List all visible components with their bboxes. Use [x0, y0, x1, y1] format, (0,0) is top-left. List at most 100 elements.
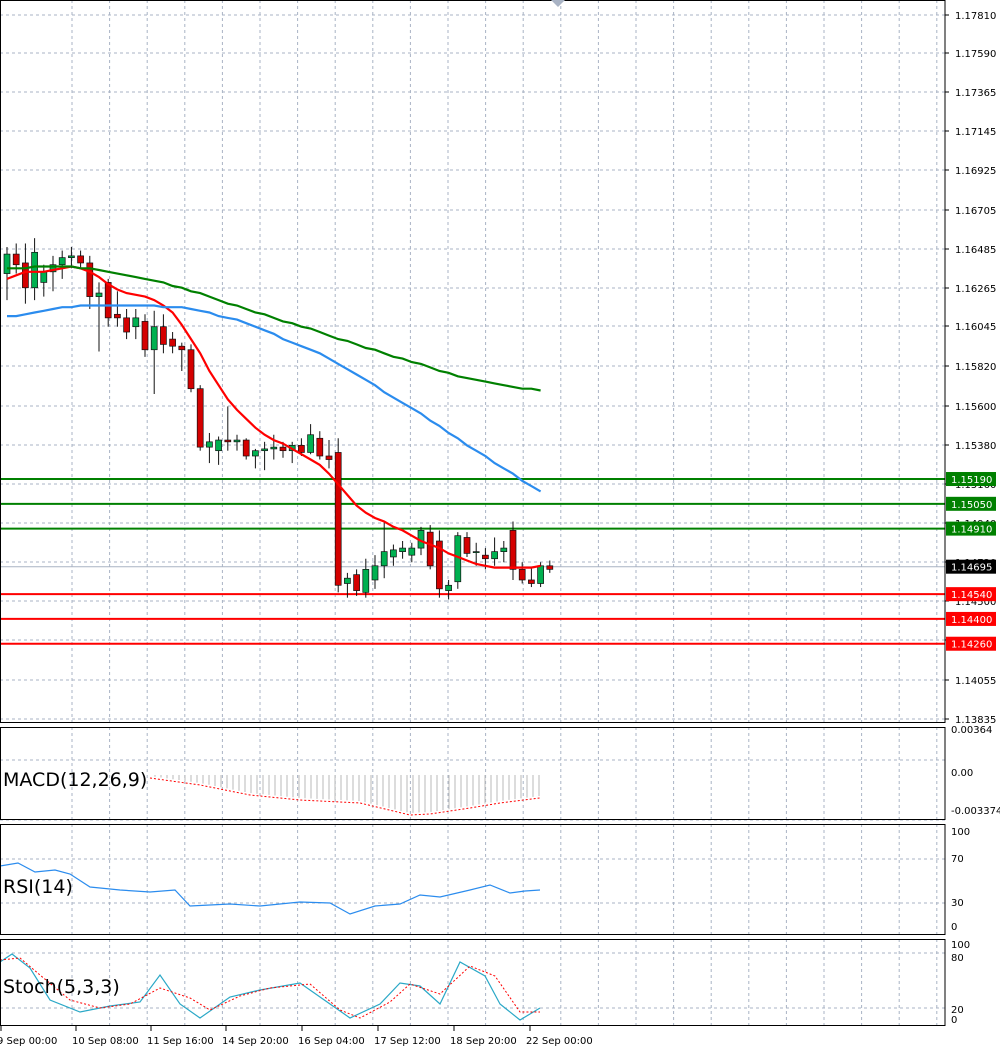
candle-53: [491, 537, 498, 566]
candle-12: [114, 291, 121, 327]
price-tick-label: 1.17810: [955, 11, 996, 22]
time-tick-label: 11 Sep 16:00: [147, 1036, 214, 1047]
stoch-tick-label: 20: [951, 1005, 964, 1016]
candle-51: [472, 542, 480, 566]
support-tag-2: [946, 611, 996, 626]
price-tick-label: 1.14500: [955, 597, 996, 608]
candle-6: [58, 250, 66, 279]
price-tick-label: 1.17590: [955, 49, 996, 60]
candle-18: [169, 332, 176, 354]
rsi-tick-label: 70: [951, 854, 964, 865]
stoch-d-line: [0, 957, 540, 1019]
candle-43: [399, 541, 406, 559]
rsi-tick-label: 30: [951, 898, 964, 909]
candlesticks: [3, 238, 554, 600]
candle-24: [224, 406, 232, 451]
ma-mid-line: [7, 304, 542, 493]
candle-41: [380, 521, 388, 579]
horizontal-levels: [0, 478, 945, 645]
candle-40: [371, 555, 379, 589]
support-tag-3: [946, 636, 996, 651]
stoch-label: Stoch(5,3,3): [3, 976, 120, 998]
candle-50: [463, 532, 471, 557]
price-tick-label: 1.17365: [955, 88, 996, 99]
candle-37: [344, 572, 351, 598]
support-tag-3-label: 1.14260: [951, 640, 992, 651]
time-tick-label: 10 Sep 08:00: [72, 1036, 139, 1047]
resistance-tag-1-label: 1.15190: [951, 475, 992, 486]
candle-44: [408, 542, 416, 563]
price-tick-label: 1.13835: [955, 715, 996, 726]
time-tick-label: 18 Sep 20:00: [450, 1036, 517, 1047]
time-tick-label: 22 Sep 00:00: [526, 1036, 593, 1047]
candle-59: [546, 560, 554, 573]
rsi-line: [0, 862, 541, 915]
resistance-tag-2: [946, 496, 996, 511]
chart-shift-marker-icon[interactable]: [551, 0, 565, 7]
candle-34: [316, 431, 324, 460]
candle-11: [104, 278, 112, 327]
price-tick-label: 1.16265: [955, 284, 996, 295]
candle-2: [22, 243, 29, 304]
candle-23: [215, 436, 222, 465]
candle-35: [325, 440, 333, 469]
stoch-tick-label: 100: [951, 940, 970, 951]
candle-3: [31, 238, 38, 301]
candle-27: [252, 448, 259, 469]
price-tick-label: 1.15380: [955, 441, 996, 452]
candle-5: [49, 255, 57, 292]
candle-8: [77, 250, 84, 269]
candle-39: [362, 558, 370, 598]
stochastic-indicator: [0, 953, 541, 1021]
support-tag-2-label: 1.14400: [951, 615, 992, 626]
macd-signal-line: [149, 777, 541, 816]
macd-tick-label: 0.00: [951, 768, 973, 779]
candle-10: [95, 282, 103, 352]
stoch-tick-label: 0: [951, 1015, 957, 1026]
time-tick-label: 14 Sep 20:00: [222, 1036, 289, 1047]
resistance-tag-1: [946, 472, 996, 487]
macd-tick-label: -0.003374: [951, 806, 1000, 817]
candle-28: [261, 441, 268, 471]
macd-tick-label: 0.00364: [951, 725, 992, 736]
candle-47: [436, 530, 443, 598]
rsi-indicator: [0, 862, 541, 915]
current-price-tag: [946, 559, 996, 574]
candle-54: [500, 541, 508, 563]
candle-9: [86, 255, 94, 309]
price-tick-label: 1.16485: [955, 245, 996, 256]
candle-26: [242, 438, 250, 460]
macd-indicator: [149, 775, 541, 816]
candle-15: [141, 314, 149, 357]
candle-7: [68, 247, 75, 269]
rsi-label: RSI(14): [3, 876, 73, 898]
time-axis: 9 Sep 00:00 10 Sep 08:00 11 Sep 16:00 14 Se…: [0, 1026, 593, 1047]
candle-49: [454, 532, 462, 589]
price-tags: 1.15190 1.15050 1.14910 1.14540 1.14400 1.142…: [946, 472, 996, 651]
panel-frames: [0, 0, 946, 1026]
candle-22: [206, 432, 213, 464]
price-tick-label: 1.15600: [955, 402, 996, 413]
time-tick-label: 9 Sep 00:00: [0, 1036, 57, 1047]
candle-33: [307, 424, 314, 455]
rsi-tick-label: 100: [951, 827, 970, 838]
candle-17: [160, 314, 167, 354]
candle-14: [132, 308, 140, 340]
candle-55: [509, 521, 517, 580]
time-tick-label: 17 Sep 12:00: [374, 1036, 441, 1047]
candle-16: [150, 310, 158, 395]
rsi-tick-label: 0: [951, 922, 957, 933]
grid: [0, 0, 945, 1026]
ma-fast-line: [6, 265, 541, 569]
candle-25: [233, 434, 241, 451]
candle-13: [123, 308, 130, 340]
support-tag-1-label: 1.14540: [951, 590, 992, 601]
candle-38: [353, 569, 360, 596]
time-tick-label: 16 Sep 04:00: [298, 1036, 365, 1047]
candle-48: [445, 579, 452, 600]
candle-56: [518, 562, 526, 584]
candle-21: [196, 385, 204, 451]
price-tick-label: 1.14055: [955, 676, 996, 687]
